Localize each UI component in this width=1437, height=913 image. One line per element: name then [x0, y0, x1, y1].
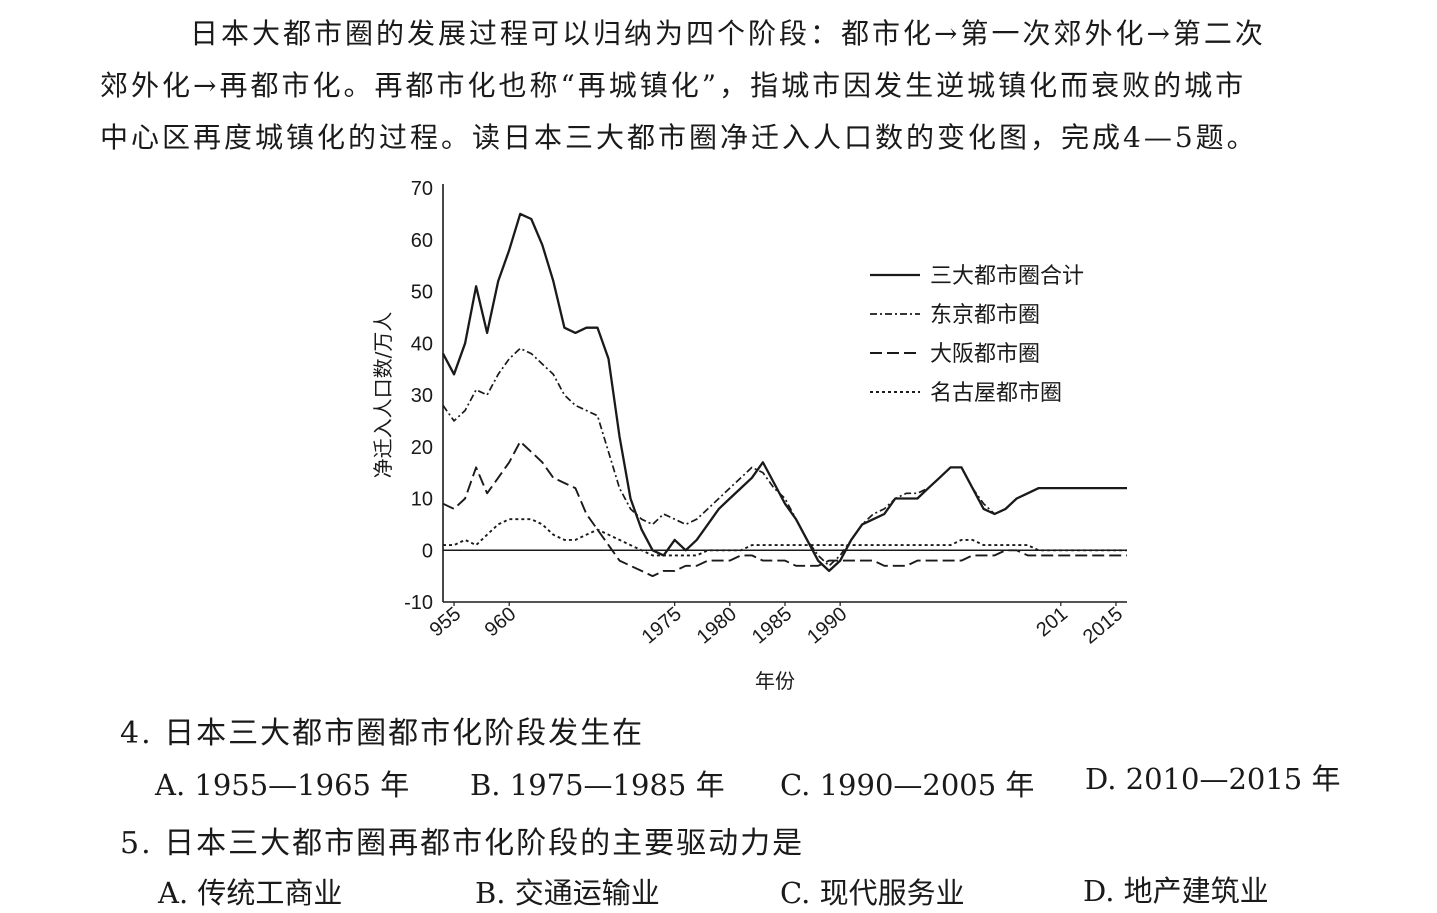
legend-label: 名古屋都市圈 [930, 381, 1062, 406]
question-5-option-b[interactable]: B. 交通运输业 [475, 876, 660, 910]
question-4-option-d[interactable]: D. 2010—2015 年 [1085, 762, 1341, 796]
x-tick-label: 2015 [1079, 603, 1127, 648]
question-5-option-a[interactable]: A. 传统工商业 [158, 876, 343, 910]
y-tick-label: 30 [411, 385, 433, 407]
x-tick-label: 1985 [748, 603, 796, 648]
passage-line: 郊外化→再都市化。再都市化也称“再城镇化”，指城市因发生逆城镇化而衰败的城市 [100, 69, 1247, 102]
legend-label: 东京都市圈 [930, 303, 1040, 328]
x-tick-label: 960 [481, 603, 521, 641]
passage-line: 日本大都市圈的发展过程可以归纳为四个阶段：都市化→第一次郊外化→第二次 [190, 17, 1266, 50]
legend-label: 大阪都市圈 [930, 342, 1040, 367]
question-4-option-a[interactable]: A. 1955—1965 年 [155, 768, 410, 802]
x-tick-label: 1975 [638, 603, 686, 648]
question-4-stem: 4. 日本三大都市圈都市化阶段发生在 [120, 716, 645, 751]
series-line-3 [442, 440, 1127, 578]
y-tick-label: 0 [422, 540, 433, 562]
chart-series [441, 212, 1127, 578]
legend-label: 三大都市圈合计 [930, 264, 1084, 289]
passage-line: 中心区再度城镇化的过程。读日本三大都市圈净迁入人口数的变化图，完成4—5题。 [100, 121, 1258, 154]
question-5-option-c[interactable]: C. 现代服务业 [780, 876, 965, 910]
series-line-2 [442, 347, 1127, 567]
y-tick-label: 70 [411, 178, 433, 200]
y-tick-label: 40 [411, 333, 433, 355]
question-5-option-d[interactable]: D. 地产建筑业 [1083, 874, 1269, 908]
question-4-option-c[interactable]: C. 1990—2005 年 [780, 768, 1035, 802]
series-line-4 [443, 518, 1127, 557]
y-tick-label: -10 [404, 592, 433, 614]
y-tick-label: 10 [411, 489, 433, 511]
y-tick-label: 20 [411, 437, 433, 459]
x-tick-label: 1980 [693, 603, 741, 648]
y-axis-label: 净迁入人口数/万人 [371, 312, 395, 479]
y-tick-label: 60 [411, 230, 433, 252]
y-tick-label: 50 [411, 282, 433, 304]
x-tick-label: 1990 [803, 603, 851, 648]
question-4-option-b[interactable]: B. 1975—1985 年 [470, 768, 725, 802]
x-tick-label: 201 [1032, 603, 1072, 641]
x-axis-label: 年份 [755, 669, 795, 693]
intro-passage: 日本大都市圈的发展过程可以归纳为四个阶段：都市化→第一次郊外化→第二次 郊外化→… [100, 8, 1390, 164]
question-5-stem: 5. 日本三大都市圈再都市化阶段的主要驱动力是 [120, 826, 805, 861]
